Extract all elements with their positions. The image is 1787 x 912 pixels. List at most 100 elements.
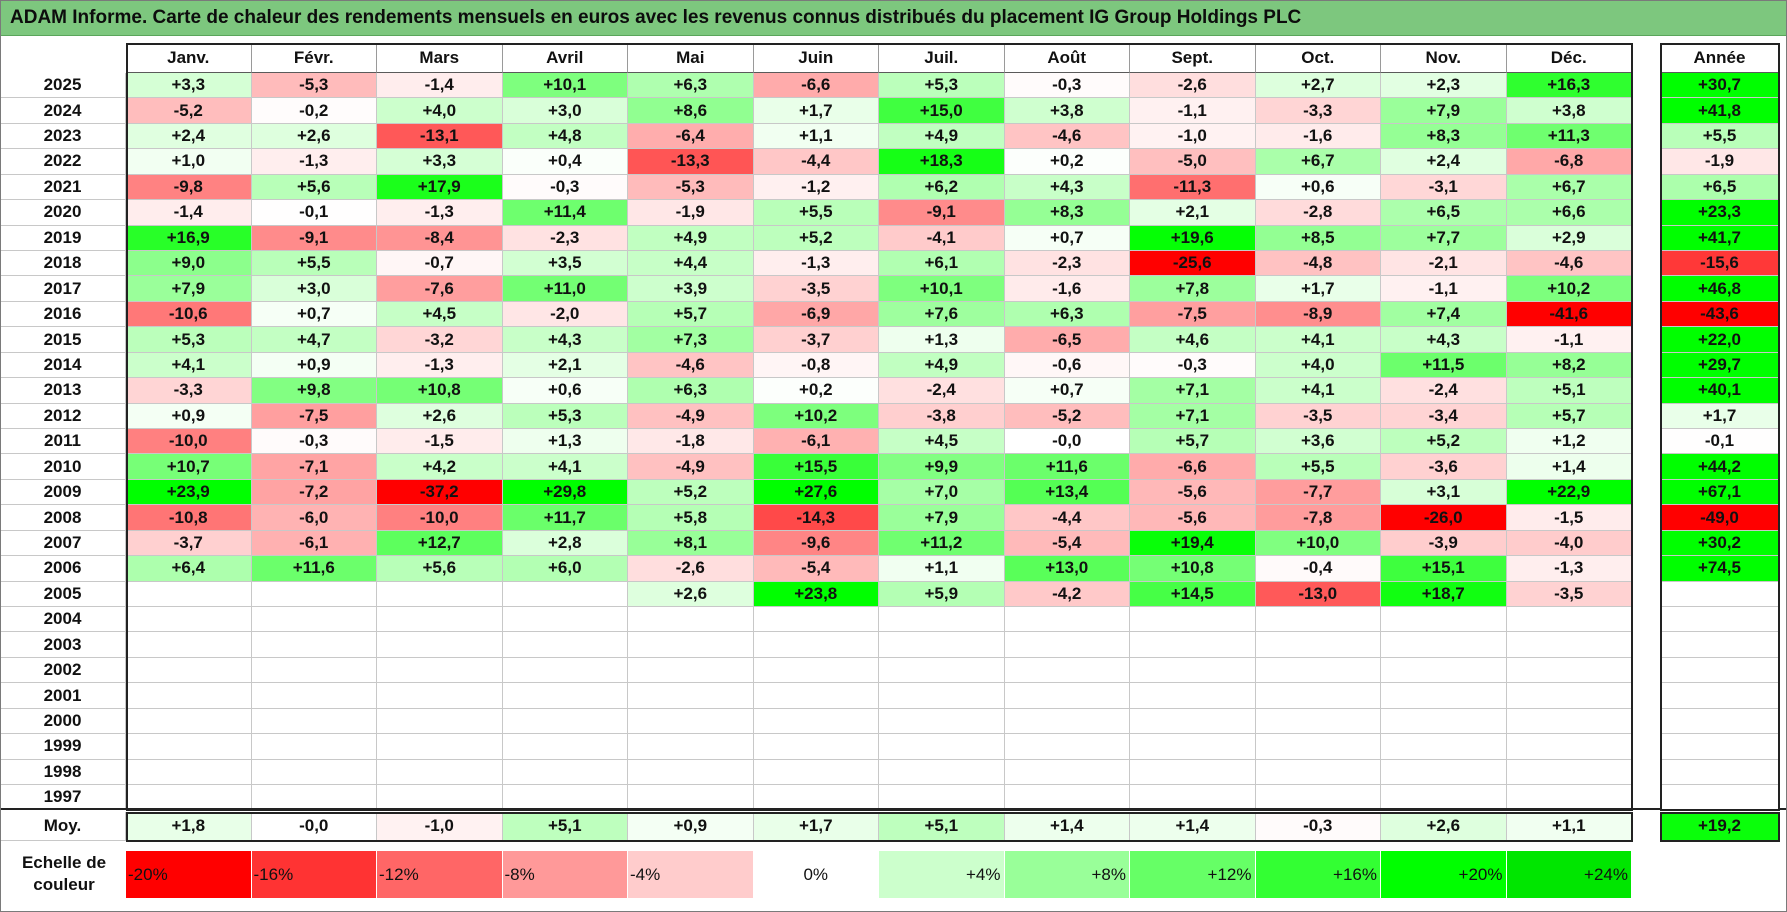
chart-title: ADAM Informe. Carte de chaleur des rende… [10,7,1302,28]
heatmap-cell: -1,3 [753,251,879,277]
heatmap-cell: -2,3 [502,225,628,251]
heatmap-cell: -6,0 [251,505,377,531]
heatmap-cell: +4,1 [1255,327,1381,353]
heatmap-cell [879,759,1005,786]
annual-cell: +40,1 [1660,378,1780,404]
heatmap-cell: +7,4 [1381,301,1507,328]
heatmap-cell: +10,8 [377,378,503,404]
heatmap-cell: -2,4 [1381,378,1507,404]
heatmap-cell: +8,2 [1506,352,1632,379]
heatmap-cell: -2,0 [502,301,628,328]
heatmap-cell: -3,5 [1255,403,1381,429]
heatmap-cell [502,683,628,709]
heatmap-cell: -3,9 [1381,530,1507,557]
heatmap-cell: -1,1 [1506,327,1632,353]
month-header: Févr. [251,43,377,73]
heatmap-cell: -7,8 [1255,505,1381,531]
heatmap-cell: +6,3 [1004,301,1130,328]
heatmap-cell: -4,0 [1506,530,1632,557]
heatmap-cell: +2,3 [1381,73,1507,99]
heatmap-cell: -6,1 [251,530,377,557]
heatmap-cell [1381,657,1507,684]
heatmap-cell [1255,607,1381,633]
year-label: 2004 [0,607,126,633]
heatmap-cell [1130,632,1256,658]
heatmap-cell: +6,5 [1381,200,1507,226]
heatmap-cell: -1,3 [251,149,377,175]
heatmap-cell: -4,2 [1004,581,1130,608]
month-header: Oct. [1255,43,1381,73]
heatmap-cell: -0,3 [251,429,377,455]
heatmap-cell [1130,683,1256,709]
heatmap-cell: -3,8 [879,403,1005,429]
heatmap-cell [1004,785,1130,811]
heatmap-cell [628,632,754,658]
annual-cell [1660,657,1780,684]
month-header: Juin [753,43,879,73]
annual-cell: -15,6 [1660,251,1780,277]
year-label: 2013 [0,378,126,404]
heatmap-cell: -3,3 [126,378,252,404]
heatmap-cell: +0,2 [1004,149,1130,175]
heatmap-cell [1506,734,1632,760]
heatmap-cell: +4,7 [251,327,377,353]
heatmap-cell: +2,9 [1506,225,1632,251]
heatmap-cell: +7,1 [1130,378,1256,404]
heatmap-cell: +11,6 [251,556,377,582]
heatmap-cell [753,683,879,709]
chart-title-bar: ADAM Informe. Carte de chaleur des rende… [0,0,1787,36]
annual-cell: +41,8 [1660,98,1780,124]
heatmap-cell: +5,3 [126,327,252,353]
heatmap-cell: +9,0 [126,251,252,277]
heatmap-cell [126,708,252,735]
month-header: Déc. [1506,43,1632,73]
color-scale-swatch: -4% [628,851,754,898]
heatmap-cell: -13,0 [1255,581,1381,608]
average-cell: +0,9 [628,812,754,841]
heatmap-cell: -5,2 [1004,403,1130,429]
year-label: 2003 [0,632,126,658]
year-label: 2017 [0,276,126,302]
heatmap-cell: -13,1 [377,123,503,150]
heatmap-cell [1255,708,1381,735]
average-cell: +1,1 [1506,812,1632,841]
heatmap-cell: +6,3 [628,378,754,404]
month-header: Mai [628,43,754,73]
heatmap-cell: +0,9 [251,352,377,379]
heatmap-cell [377,785,503,811]
average-divider [0,808,1787,810]
heatmap-cell [1130,607,1256,633]
heatmap-cell: +27,6 [753,479,879,506]
heatmap-cell: -2,8 [1255,200,1381,226]
heatmap-cell: -4,9 [628,454,754,480]
heatmap-cell: -1,3 [377,200,503,226]
heatmap-cell [251,632,377,658]
heatmap-cell: +0,6 [502,378,628,404]
average-label: Moy. [0,812,126,841]
heatmap-cell: +4,9 [628,225,754,251]
heatmap-cell [502,785,628,811]
heatmap-cell [126,581,252,608]
heatmap-cell: -1,4 [126,200,252,226]
heatmap-cell: -6,6 [753,73,879,99]
heatmap-cell [126,607,252,633]
heatmap-cell: +1,3 [879,327,1005,353]
heatmap-cell [628,657,754,684]
heatmap-cell [1381,708,1507,735]
heatmap-cell [1255,683,1381,709]
heatmap-cell: +6,1 [879,251,1005,277]
average-cell: +5,1 [502,812,628,841]
heatmap-cell: -6,6 [1130,454,1256,480]
heatmap-cell: +5,3 [502,403,628,429]
heatmap-cell [251,708,377,735]
heatmap-cell [377,683,503,709]
heatmap-cell: +19,6 [1130,225,1256,251]
heatmap-cell: +5,5 [753,200,879,226]
heatmap-cell: +15,1 [1381,556,1507,582]
annual-cell: +1,7 [1660,403,1780,429]
heatmap-cell: +8,3 [1004,200,1130,226]
heatmap-cell: -8,9 [1255,301,1381,328]
heatmap-cell: +11,5 [1381,352,1507,379]
heatmap-cell: -10,0 [377,505,503,531]
year-label: 2002 [0,657,126,684]
